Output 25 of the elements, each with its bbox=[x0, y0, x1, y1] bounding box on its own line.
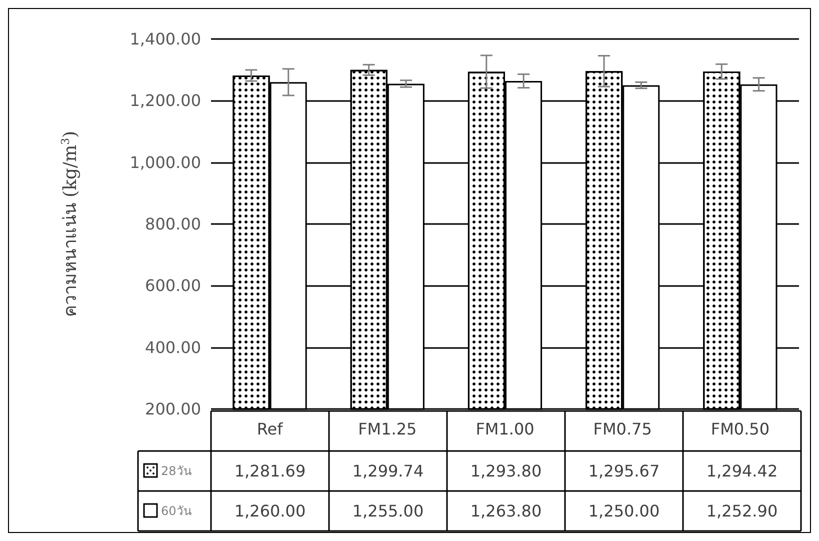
data-label: 1,255.00 bbox=[352, 502, 424, 520]
y-tick-label: 400.00 bbox=[145, 338, 201, 357]
y-tick-label: 600.00 bbox=[145, 276, 201, 296]
x-tick-label: FM0.75 bbox=[593, 420, 652, 438]
y-tick-label: 1,200.00 bbox=[130, 91, 201, 110]
data-label: 1,263.80 bbox=[470, 502, 542, 520]
data-label: 1,252.90 bbox=[706, 502, 778, 520]
legend-label: 60วัน bbox=[161, 504, 192, 518]
y-tick-label: 1,000.00 bbox=[130, 152, 201, 172]
x-tick-label: FM1.25 bbox=[358, 420, 417, 438]
x-tick-label: FM0.50 bbox=[710, 420, 770, 438]
y-tick-label: 1,400.00 bbox=[130, 30, 201, 48]
legend-label: 28วัน bbox=[161, 464, 192, 478]
data-label: 1,260.00 bbox=[234, 502, 306, 520]
y-tick-label: 800.00 bbox=[145, 214, 201, 234]
data-label: 1,293.80 bbox=[470, 462, 542, 480]
y-axis-title: ความหนาแน่น (kg/m3) bbox=[59, 130, 81, 318]
data-label: 1,250.00 bbox=[588, 502, 660, 520]
data-label: 1,299.74 bbox=[352, 462, 424, 480]
data-label: 1,295.67 bbox=[588, 462, 660, 480]
data-label: 1,281.69 bbox=[234, 462, 306, 480]
data-label: 1,294.42 bbox=[706, 462, 778, 480]
y-tick-label: 200.00 bbox=[145, 400, 201, 418]
x-tick-label: FM1.00 bbox=[476, 420, 534, 438]
x-tick-label: Ref bbox=[256, 420, 284, 438]
